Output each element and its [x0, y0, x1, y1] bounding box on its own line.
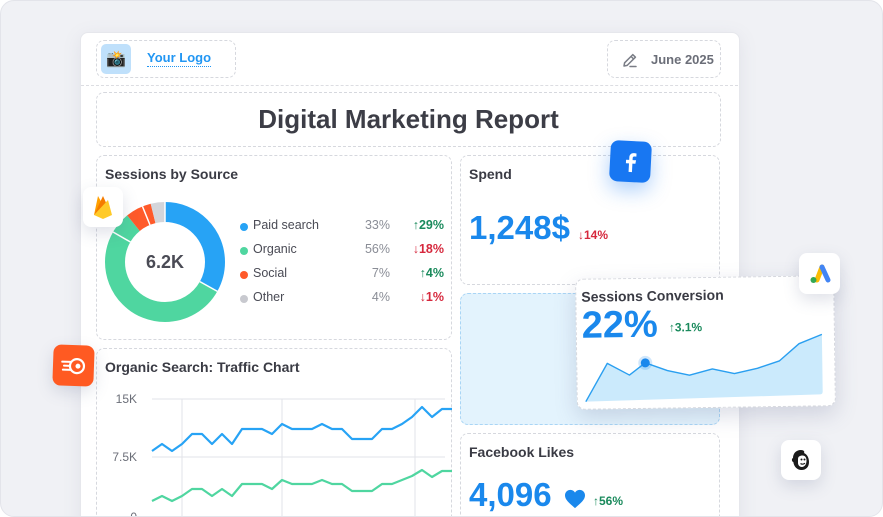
likes-value: 4,096: [469, 476, 552, 513]
mailchimp-icon: [791, 450, 809, 470]
legend-dot: [240, 271, 248, 279]
firebase-icon: [94, 196, 112, 219]
legend-dot: [240, 223, 248, 231]
y-tick-15k: 15K: [116, 392, 137, 406]
legend-row[interactable]: Paid search 33% ↑29%: [240, 218, 450, 242]
sessions-total: 6.2K: [145, 251, 185, 272]
card-title: Spend: [469, 166, 512, 182]
pencil-icon[interactable]: [621, 51, 639, 69]
y-tick-0: 0: [130, 510, 137, 517]
google-ads-badge[interactable]: [799, 253, 840, 294]
semrush-icon: [60, 357, 85, 374]
legend-percent: 4%: [371, 290, 390, 304]
logo-text[interactable]: Your Logo: [147, 50, 212, 67]
sessions-by-source-card: Sessions by Source 6.2K Paid search 33% …: [96, 155, 452, 340]
logo-box[interactable]: 📸 Your Logo: [96, 40, 236, 78]
card-title: Organic Search: Traffic Chart: [105, 359, 300, 375]
title-box: Digital Marketing Report: [96, 92, 721, 147]
legend-change: ↑4%: [419, 266, 444, 280]
firebase-badge[interactable]: [83, 187, 123, 227]
likes-change: ↑56%: [593, 494, 624, 508]
conversion-area-chart: [585, 333, 823, 403]
legend-row[interactable]: Organic 56% ↓18%: [240, 242, 450, 266]
semrush-badge[interactable]: [52, 344, 95, 387]
legend-percent: 7%: [371, 266, 390, 280]
legend-label: Paid search: [253, 218, 320, 232]
legend-change: ↑29%: [412, 218, 444, 232]
traffic-line-chart: 15K 7.5K 0: [112, 392, 452, 517]
spend-value: 1,248$: [469, 209, 570, 246]
legend-row[interactable]: Social 7% ↑4%: [240, 266, 450, 290]
google-ads-icon: [810, 264, 830, 283]
legend-dot: [240, 247, 248, 255]
y-tick-7-5k: 7.5K: [112, 450, 137, 464]
legend-change: ↓1%: [419, 290, 444, 304]
heart-icon: [565, 489, 585, 509]
facebook-badge[interactable]: [608, 139, 653, 184]
card-title: Facebook Likes: [469, 444, 575, 460]
camera-with-flash-icon: 📸: [101, 44, 131, 74]
legend-label: Organic: [253, 242, 297, 256]
spend-change: ↓14%: [578, 228, 609, 242]
legend-row[interactable]: Other 4% ↓1%: [240, 290, 450, 314]
header-divider: [81, 85, 738, 86]
card-title: Sessions by Source: [105, 166, 239, 182]
organic-search-card: Organic Search: Traffic Chart 15K 7.5K 0: [96, 348, 452, 517]
sessions-donut-chart: [105, 202, 225, 322]
spend-card: Spend 1,248$ ↓14%: [460, 155, 720, 285]
facebook-likes-card: Facebook Likes 4,096 ↑56%: [460, 433, 720, 516]
legend-label: Social: [253, 266, 288, 280]
legend-dot: [240, 295, 248, 303]
mailchimp-badge[interactable]: [781, 440, 821, 480]
sessions-conversion-card: Sessions Conversion 22% ↑3.1%: [575, 275, 836, 410]
date-box[interactable]: June 2025: [607, 40, 721, 78]
legend-label: Other: [253, 290, 285, 304]
sessions-legend: Paid search 33% ↑29% Organic 56% ↓18% So…: [240, 218, 450, 314]
legend-percent: 33%: [364, 218, 390, 232]
page-title: Digital Marketing Report: [258, 104, 559, 134]
legend-change: ↓18%: [412, 242, 444, 256]
legend-percent: 56%: [364, 242, 390, 256]
report-date: June 2025: [651, 52, 714, 67]
facebook-icon: [625, 152, 637, 172]
